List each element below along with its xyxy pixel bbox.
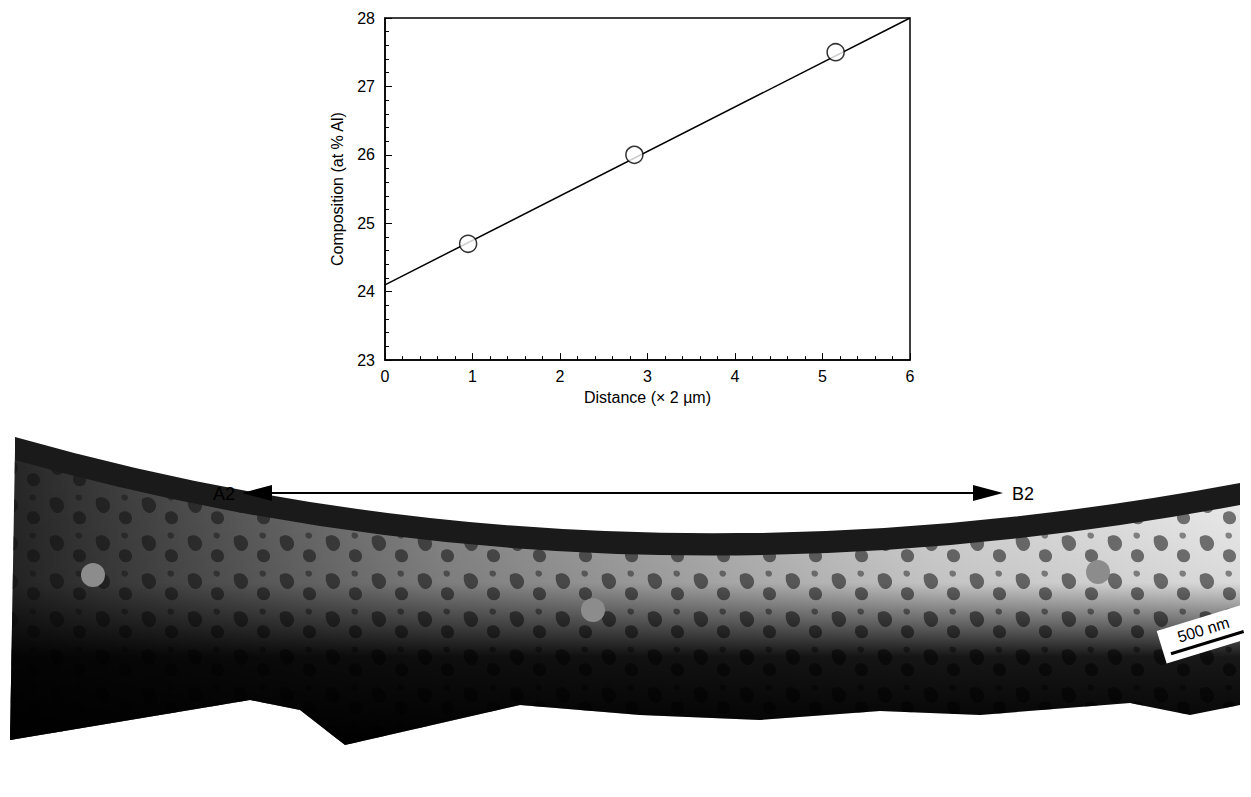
svg-text:B2: B2 (1012, 484, 1034, 504)
svg-text:2: 2 (556, 368, 565, 385)
svg-text:0: 0 (381, 368, 390, 385)
svg-text:25: 25 (357, 215, 375, 232)
svg-text:28: 28 (357, 10, 375, 27)
svg-text:6: 6 (906, 368, 915, 385)
svg-text:1: 1 (468, 368, 477, 385)
svg-text:A2: A2 (213, 484, 235, 504)
svg-text:Distance (× 2 µm): Distance (× 2 µm) (584, 389, 711, 406)
svg-text:23: 23 (357, 352, 375, 369)
svg-text:24: 24 (357, 283, 375, 300)
svg-text:27: 27 (357, 78, 375, 95)
svg-text:3: 3 (643, 368, 652, 385)
svg-text:26: 26 (357, 146, 375, 163)
svg-text:Composition (at % Al): Composition (at % Al) (329, 112, 346, 266)
svg-text:5: 5 (818, 368, 827, 385)
svg-text:4: 4 (731, 368, 740, 385)
svg-text:500 nm: 500 nm (1175, 614, 1231, 646)
